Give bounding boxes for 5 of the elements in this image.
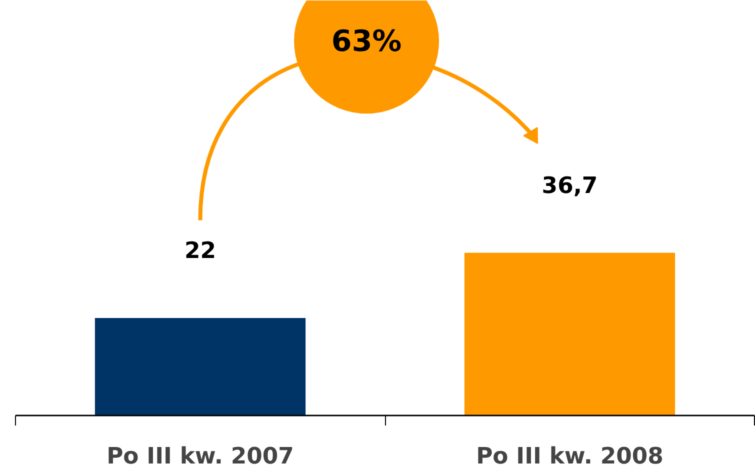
text: 63% bbox=[331, 24, 402, 58]
data-label: 22 bbox=[184, 238, 216, 264]
data-label: 36,7 bbox=[542, 172, 598, 199]
x-tick-label: Po III kw. 2008 bbox=[476, 444, 664, 470]
x-tick-label: Po III kw. 2007 bbox=[106, 444, 294, 470]
